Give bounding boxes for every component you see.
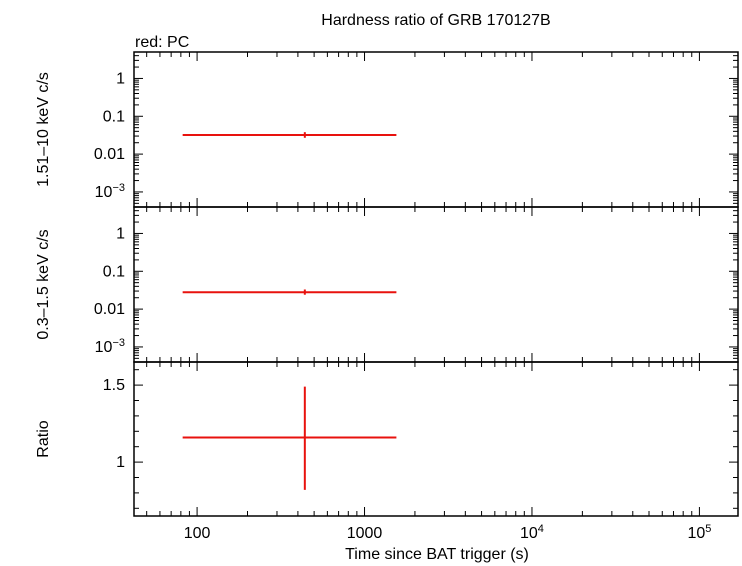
chart-title: Hardness ratio of GRB 170127B <box>321 12 550 29</box>
panel-frame <box>133 51 739 208</box>
y-axis-label-ratio: Ratio <box>35 420 52 457</box>
x-tick-label: 1000 <box>347 525 383 542</box>
y-axis-label-hard: 1.51–10 keV c/s <box>35 72 52 187</box>
panel-frame <box>133 361 739 517</box>
y-tick-label: 10−3 <box>95 337 125 356</box>
y-tick-label: 1 <box>116 70 125 87</box>
y-tick-label: 10−3 <box>95 182 125 201</box>
panels: 1 0.1 0.01 10−3 1.51–10 keV c/s 1 0.1 0.01 10−3 0… <box>35 51 739 542</box>
x-tick-label: 105 <box>687 523 711 542</box>
y-tick-label: 1 <box>116 225 125 242</box>
y-tick-label: 1.5 <box>103 377 125 394</box>
y-tick-label: 0.1 <box>103 263 125 280</box>
y-axis-label-soft: 0.3–1.5 keV c/s <box>35 229 52 339</box>
y-tick-label: 0.1 <box>103 108 125 125</box>
x-axis-label: Time since BAT trigger (s) <box>345 546 529 563</box>
x-tick-label: 100 <box>184 525 211 542</box>
panel-soft: 1 0.1 0.01 10−3 0.3–1.5 keV c/s <box>35 206 739 363</box>
panel-frame <box>133 206 739 363</box>
y-tick-label: 0.01 <box>94 301 125 318</box>
panel-ratio: 1.5 1 Ratio <box>35 361 739 517</box>
x-tick-label: 104 <box>520 523 544 542</box>
y-tick-label: 1 <box>116 454 125 471</box>
legend-note: red: PC <box>135 34 189 51</box>
y-tick-label: 0.01 <box>94 146 125 163</box>
panel-hard: 1 0.1 0.01 10−3 1.51–10 keV c/s <box>35 51 739 208</box>
